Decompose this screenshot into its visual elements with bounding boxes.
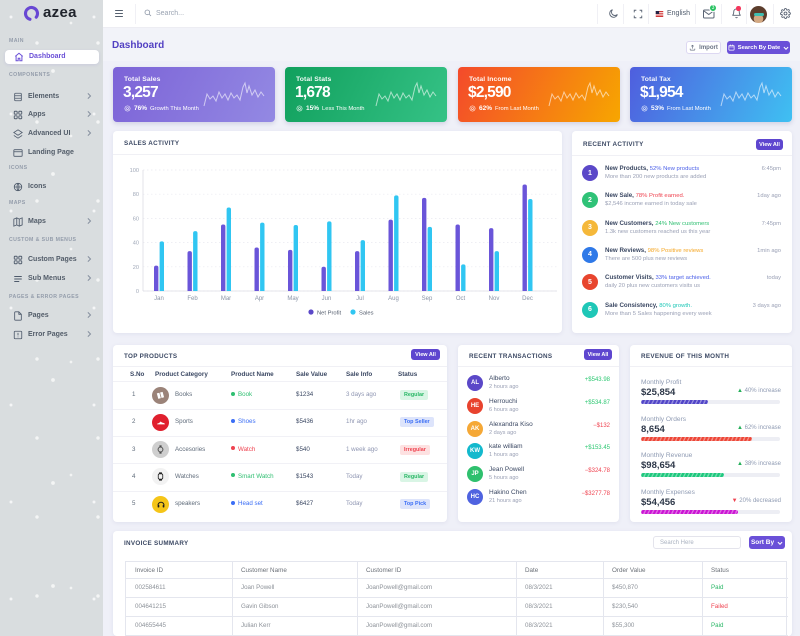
svg-text:Apr: Apr [255,296,264,302]
svg-text:60: 60 [133,216,139,222]
svg-text:0: 0 [136,289,139,295]
svg-text:Mar: Mar [221,296,231,302]
svg-text:Sales: Sales [359,310,374,316]
svg-text:100: 100 [130,168,139,174]
svg-text:Dec: Dec [522,296,533,302]
svg-text:Jul: Jul [356,296,364,302]
svg-text:Jan: Jan [154,296,164,302]
svg-text:20: 20 [133,265,139,271]
svg-text:Feb: Feb [187,296,198,302]
svg-text:Sep: Sep [422,296,433,302]
svg-text:40: 40 [133,241,139,247]
svg-text:Oct: Oct [456,296,466,302]
svg-text:Net Profit: Net Profit [317,310,342,316]
svg-text:May: May [287,296,298,302]
svg-text:Aug: Aug [388,296,399,302]
svg-text:Nov: Nov [489,296,500,302]
svg-text:80: 80 [133,192,139,198]
svg-text:Jun: Jun [322,296,332,302]
